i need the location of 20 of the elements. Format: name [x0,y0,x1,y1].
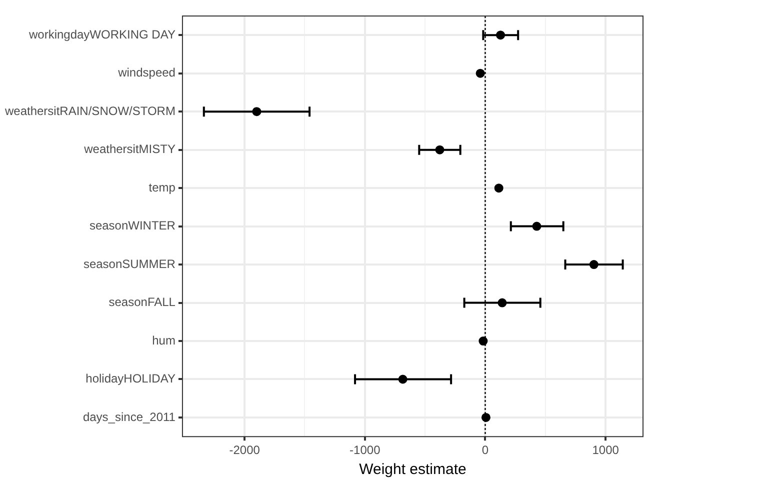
y-tick-label: weathersitMISTY [83,142,176,156]
point [481,412,490,422]
x-tick-label: -1000 [350,443,381,458]
y-tick-label: seasonFALL [108,295,176,310]
y-tick-label: hum [152,333,176,348]
point [478,336,488,346]
y-tick-label: temp [148,180,176,194]
y-tick-label: windspeed [117,66,176,80]
x-tick-label: -2000 [229,443,260,458]
x-tick-label: 0 [482,443,489,458]
y-tick-label: seasonWINTER [89,218,176,233]
y-tick-label: holidayHOLIDAY [86,372,176,386]
x-tick-label: 1000 [592,443,620,458]
x-axis-title: Weight estimate [359,461,466,478]
point [476,68,485,78]
y-tick-label: seasonSUMMER [83,256,176,271]
y-tick-label: workingdayWORKING DAY [28,27,176,42]
y-tick-label: days_since_2011 [82,410,176,424]
point [494,184,504,193]
y-tick-label: weathersitRAIN/SNOW/STORM [4,104,176,118]
